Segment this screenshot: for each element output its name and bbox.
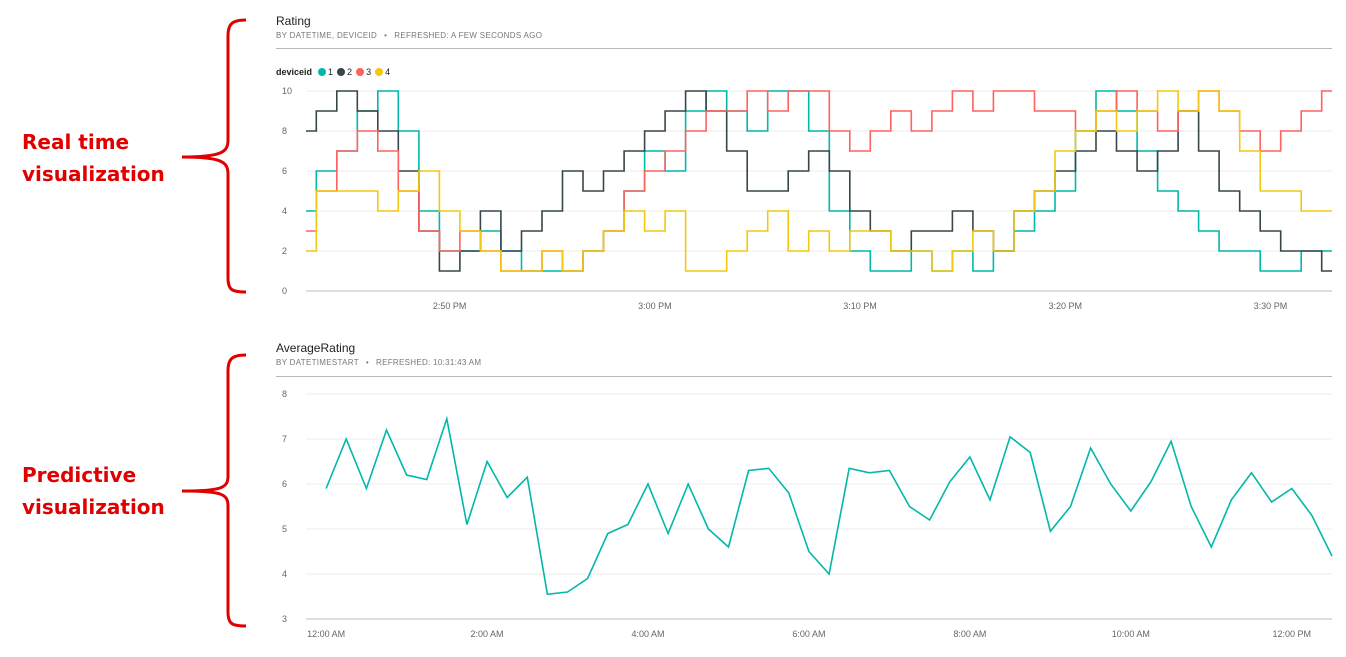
curly-braces xyxy=(181,18,247,628)
y-tick-label: 0 xyxy=(282,286,287,296)
x-tick-label: 2:00 AM xyxy=(471,629,504,639)
legend-item[interactable]: 2 xyxy=(337,67,352,77)
predictive-brace xyxy=(181,353,247,628)
y-tick-label: 10 xyxy=(282,86,292,96)
x-tick-label: 6:00 AM xyxy=(792,629,825,639)
legend-label: 4 xyxy=(385,67,391,77)
legend-item[interactable]: 4 xyxy=(375,67,390,77)
legend-swatch xyxy=(318,68,327,76)
tile-divider xyxy=(276,48,1332,49)
average-rating-chart[interactable]: 3 4 5 6 7 8 12:00 AM 2:00 AM 4:00 AM 6:00 AM 8:00 … xyxy=(276,335,1333,655)
legend-item[interactable]: 3 xyxy=(356,67,371,77)
x-tick-label: 8:00 AM xyxy=(953,629,986,639)
tile-title: AverageRating xyxy=(276,341,356,355)
x-tick-label: 10:00 AM xyxy=(1112,629,1150,639)
series-line-4 xyxy=(306,90,1332,272)
y-tick-label: 4 xyxy=(282,569,287,579)
y-tick-label: 8 xyxy=(282,389,287,399)
average-rating-tile[interactable]: AverageRating BY DATETIMESTART • REFRESHED… xyxy=(276,335,1333,655)
y-tick-label: 4 xyxy=(282,206,287,216)
realtime-brace xyxy=(181,18,247,294)
legend-item[interactable]: 1 xyxy=(318,67,333,77)
tile-divider xyxy=(276,376,1332,377)
y-tick-label: 8 xyxy=(282,126,287,136)
y-tick-label: 7 xyxy=(282,434,287,444)
y-tick-label: 3 xyxy=(282,614,287,624)
y-tick-label: 5 xyxy=(282,524,287,534)
x-tick-label: 4:00 AM xyxy=(631,629,664,639)
series-line-average-rating xyxy=(325,415,1333,596)
x-tick-label: 3:20 PM xyxy=(1048,301,1082,311)
rating-tile[interactable]: Rating BY DATETIME, DEVICEID • REFRESHED: … xyxy=(276,8,1332,313)
x-tick-label: 12:00 AM xyxy=(307,629,345,639)
tile-refreshed: REFRESHED: 10:31:43 AM xyxy=(376,358,482,367)
predictive-annotation-line-2: visualization xyxy=(22,495,165,519)
tile-refreshed: REFRESHED: A FEW SECONDS AGO xyxy=(394,31,543,40)
series-line-3 xyxy=(306,90,1332,272)
separator-dot: • xyxy=(365,358,369,367)
legend-swatch xyxy=(356,68,365,76)
legend-label: 2 xyxy=(347,67,353,77)
legend: deviceid 1 2 3 4 xyxy=(276,67,394,77)
rating-chart[interactable]: 0 2 4 6 8 10 2:50 PM 3:00 PM 3:10 PM 3:20 PM 3:30 … xyxy=(276,8,1332,313)
legend-swatch xyxy=(375,68,384,76)
predictive-annotation-line-1: Predictive xyxy=(22,463,137,487)
realtime-annotation: Real time visualization xyxy=(22,126,165,190)
tile-subtitle-by: BY DATETIMESTART xyxy=(276,358,359,367)
legend-label: 3 xyxy=(366,67,372,77)
realtime-annotation-line-1: Real time xyxy=(22,130,130,154)
x-tick-label: 2:50 PM xyxy=(433,301,467,311)
x-tick-label: 12:00 PM xyxy=(1272,629,1311,639)
x-tick-label: 3:00 PM xyxy=(638,301,672,311)
tile-subtitle-by: BY DATETIME, DEVICEID xyxy=(276,31,378,40)
realtime-annotation-line-2: visualization xyxy=(22,162,165,186)
y-tick-label: 2 xyxy=(282,246,287,256)
x-tick-label: 3:30 PM xyxy=(1254,301,1288,311)
x-tick-label: 3:10 PM xyxy=(843,301,877,311)
tile-subtitle: BY DATETIMESTART • REFRESHED: 10:31:43 AM xyxy=(276,358,481,367)
legend-label: 1 xyxy=(328,67,334,77)
y-tick-label: 6 xyxy=(282,479,287,489)
tile-subtitle: BY DATETIME, DEVICEID • REFRESHED: A FEW S… xyxy=(276,31,542,40)
tile-title: Rating xyxy=(276,14,311,28)
separator-dot: • xyxy=(384,31,388,40)
series-line-2 xyxy=(306,90,1332,272)
y-tick-label: 6 xyxy=(282,166,287,176)
legend-title: deviceid xyxy=(276,67,313,77)
legend-swatch xyxy=(337,68,346,76)
predictive-annotation: Predictive visualization xyxy=(22,459,165,523)
